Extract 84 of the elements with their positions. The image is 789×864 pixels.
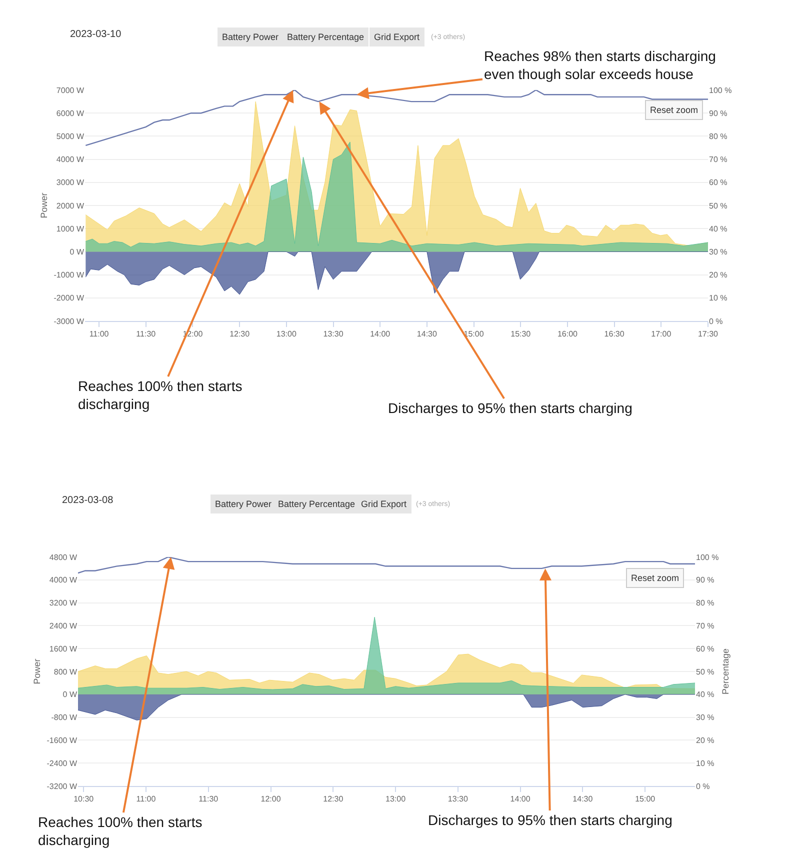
annotation: Reaches 100% then starts discharging (78, 378, 242, 412)
y2-tick-label: 40 % (696, 690, 714, 700)
x-tick-label: 11:00 (89, 330, 110, 339)
y-tick-label: -2400 W (46, 758, 78, 768)
y-tick-label: 3000 W (56, 178, 84, 188)
x-tick-label: 17:30 (698, 330, 719, 339)
annotation: Reset zoom (650, 105, 698, 115)
y-tick-label: -2000 W (54, 294, 84, 303)
y2-tick-label: 40 % (709, 224, 728, 234)
y-tick-label: 2000 W (56, 201, 84, 210)
annotation: Discharges to 95% then starts charging (388, 400, 632, 416)
x-tick-label: 15:00 (635, 794, 656, 804)
y2-tick-label: 70 % (709, 155, 728, 164)
y-tick-label: 4000 W (56, 155, 84, 164)
x-tick-label: 13:00 (276, 330, 297, 339)
y2-tick-label: 20 % (709, 270, 728, 280)
y2-tick-label: 30 % (696, 713, 714, 722)
y-axis-title: Power (39, 192, 50, 218)
y-tick-label: 0 W (70, 248, 84, 256)
y2-tick-label: 90 % (696, 576, 714, 585)
x-tick-label: 16:00 (557, 330, 578, 339)
text: Battery Percentage (278, 499, 356, 509)
y2-tick-label: 90 % (709, 108, 728, 118)
x-tick-label: 14:30 (572, 794, 594, 804)
y-tick-label: -3200 W (46, 782, 78, 791)
y2-tick-label: 20 % (696, 736, 714, 745)
x-tick-label: 13:00 (386, 794, 406, 804)
y2-tick-label: 100 % (696, 552, 719, 562)
y2-tick-label: 50 % (709, 201, 728, 210)
x-tick-label: 13:30 (323, 330, 344, 339)
y-tick-label: -3000 W (54, 316, 84, 326)
y-tick-label: 4800 W (49, 552, 78, 562)
text: Grid Export (374, 32, 420, 42)
text: Battery Percentage (287, 32, 364, 42)
x-tick-label: 13:30 (448, 794, 468, 804)
text: Grid Export (361, 499, 408, 509)
y-axis-title: Power (32, 658, 42, 684)
x-tick-label: 14:00 (370, 330, 391, 339)
annotation: Reaches 98% then starts discharging even though solar exceeds house (484, 48, 716, 82)
y2-tick-label: 80 % (709, 132, 728, 141)
y2-tick-label: 10 % (709, 294, 728, 303)
y-tick-label: -1000 W (54, 270, 84, 280)
x-tick-label: 12:30 (323, 794, 344, 804)
text: Battery Power (222, 32, 279, 42)
y-tick-label: 4000 W (49, 576, 78, 585)
x-tick-label: 11:30 (136, 330, 156, 339)
y-tick-label: -1600 W (46, 736, 78, 745)
y2-tick-label: 80 % (696, 598, 714, 608)
x-tick-label: 16:30 (604, 330, 625, 339)
annotation: Reset zoom (631, 573, 680, 583)
y-tick-label: 7000 W (56, 86, 84, 95)
y2-tick-label: 0 % (696, 782, 710, 791)
y2-tick-label: 10 % (696, 758, 714, 768)
x-tick-label: 17:00 (651, 330, 672, 339)
y-tick-label: 1600 W (49, 644, 78, 654)
x-tick-label: 14:00 (510, 794, 531, 804)
y2-tick-label: 100 % (709, 86, 732, 95)
text: Battery Power (215, 499, 272, 509)
x-tick-label: 12:30 (230, 330, 250, 339)
y2-axis-title: Percentage (720, 648, 730, 695)
y2-tick-label: 70 % (696, 622, 714, 630)
y-tick-label: 5000 W (56, 132, 84, 141)
text: 2023-03-10 (70, 29, 122, 40)
annotation: Discharges to 95% then starts charging (428, 812, 672, 828)
y-tick-label: -800 W (51, 713, 78, 722)
y-tick-label: 6000 W (56, 108, 84, 118)
x-tick-label: 14:30 (416, 330, 438, 339)
annotation: Reaches 100% then starts discharging (38, 814, 202, 848)
x-tick-label: 10:30 (74, 794, 94, 804)
y2-tick-label: 30 % (709, 248, 728, 256)
y-tick-label: 1000 W (56, 224, 84, 234)
y-tick-label: 0 W (62, 690, 78, 700)
x-tick-label: 12:00 (260, 794, 282, 804)
y2-tick-label: 60 % (709, 178, 728, 188)
y2-tick-label: 60 % (696, 644, 714, 654)
x-tick-label: 15:30 (510, 330, 532, 339)
x-tick-label: 11:30 (198, 794, 219, 804)
y-tick-label: 800 W (54, 667, 78, 676)
x-tick-label: 11:00 (136, 794, 156, 804)
y-tick-label: 2400 W (49, 622, 78, 630)
y2-tick-label: 0 % (709, 316, 723, 326)
y2-tick-label: 50 % (696, 667, 714, 676)
y-tick-label: 3200 W (49, 598, 78, 608)
text: 2023-03-08 (62, 495, 114, 506)
